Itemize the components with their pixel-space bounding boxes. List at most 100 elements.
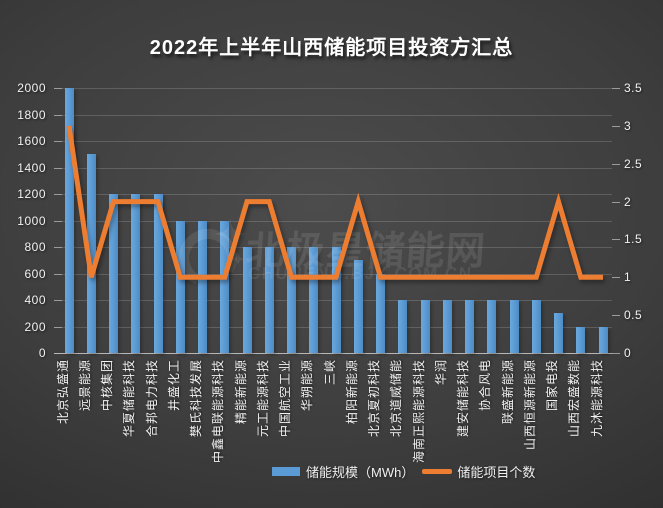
right-axis-tick-label: 3.5	[624, 81, 643, 95]
legend: 储能规模（MWh） 储能项目个数	[272, 462, 543, 481]
bar	[86, 154, 96, 353]
bar	[220, 220, 230, 353]
bar	[398, 300, 408, 353]
x-axis-label: 联盛新能源	[500, 359, 515, 425]
left-axis-tick	[54, 114, 62, 116]
grid-line	[62, 194, 612, 195]
left-axis-tick	[54, 326, 62, 328]
x-axis-label: 华润	[433, 359, 448, 386]
grid-line	[62, 167, 612, 169]
x-axis-label: 合邦电力科技	[144, 359, 159, 438]
right-axis-tick-label: 2.5	[624, 156, 643, 171]
legend-bar-label: 储能规模（MWh）	[306, 465, 415, 480]
grid-line	[62, 141, 612, 142]
x-axis-label: 海南正熙能源科技	[411, 359, 426, 464]
x-axis-label: 山西恒源新能源	[522, 359, 537, 451]
left-axis-tick	[54, 141, 62, 142]
x-axis-label: 中国航空工业	[278, 359, 292, 438]
left-axis-tick	[54, 300, 62, 301]
x-axis-label: 协合风电	[478, 359, 493, 412]
x-axis-label: 中鑫电联能源科技	[211, 359, 226, 464]
left-axis-tick-label: 1400	[17, 160, 46, 175]
x-axis-label: 华夏储能科技	[122, 359, 137, 438]
bar	[131, 194, 141, 353]
grid-line	[62, 88, 612, 89]
right-axis-tick-label: 3	[624, 118, 632, 133]
left-axis-tick	[54, 247, 62, 248]
x-axis-line	[54, 353, 612, 354]
right-axis-tick-label: 1.5	[624, 232, 643, 247]
left-axis-tick-label: 1800	[17, 107, 46, 122]
bar	[531, 300, 541, 353]
bar	[598, 326, 608, 353]
x-axis-label: 元工能源科技	[255, 359, 270, 438]
bar	[64, 88, 74, 353]
x-axis-label: 北京弘盛通	[55, 359, 70, 425]
bar	[509, 300, 519, 353]
x-axis-label: 建安储能科技	[456, 359, 470, 438]
left-axis-tick	[54, 194, 62, 195]
x-axis-label: 精能新能源	[233, 359, 248, 425]
bar	[353, 260, 363, 353]
bar	[198, 220, 207, 353]
x-axis-label: 山西宏盛数能	[567, 359, 582, 438]
x-axis-label: 中核集团	[100, 359, 114, 412]
bar	[287, 247, 296, 353]
x-axis-label: 樊氏科技发展	[189, 359, 203, 438]
legend-line-label: 储能项目个数	[457, 465, 536, 480]
bar	[242, 247, 252, 353]
right-axis-tick	[612, 353, 620, 354]
bar	[376, 273, 385, 353]
bar	[264, 247, 274, 353]
watermark-url: CHUNENG.BJX.COM.CN	[247, 264, 474, 283]
x-axis-label: 柏阳新能源	[344, 359, 359, 425]
x-axis-label: 华朔能源	[300, 359, 315, 412]
left-axis-tick-label: 1200	[17, 187, 46, 201]
right-axis-tick	[612, 277, 620, 279]
chart-title: 2022年上半年山西储能项目投资方汇总	[149, 37, 514, 59]
bar	[554, 313, 563, 353]
right-axis-tick	[612, 125, 620, 127]
left-axis-tick-label: 200	[24, 319, 46, 334]
bar	[465, 300, 474, 353]
x-axis-label: 北京夏初科技	[367, 359, 381, 438]
bar-series-swatch	[272, 467, 300, 476]
right-axis-tick	[612, 239, 620, 241]
bar	[309, 247, 319, 353]
x-axis-label: 远景能源	[77, 359, 92, 412]
left-axis-tick	[54, 273, 62, 275]
x-axis-label: 国家电投	[545, 359, 559, 412]
left-axis-tick-label: 1600	[17, 134, 46, 148]
legend-item-bar: 储能规模（MWh）	[272, 462, 414, 481]
x-axis-label: 北京道威储能	[389, 359, 404, 438]
left-axis-tick-label: 600	[24, 266, 46, 281]
bar	[153, 194, 163, 353]
right-axis-tick-label: 0.5	[624, 308, 643, 323]
left-axis-tick-label: 2000	[17, 81, 46, 95]
x-axis-label: 九沐能源科技	[589, 359, 604, 438]
legend-item-line: 储能项目个数	[422, 462, 535, 481]
left-axis-tick	[54, 88, 62, 89]
x-axis-label: 三峡	[322, 359, 337, 386]
left-axis-tick-label: 800	[24, 240, 46, 254]
right-axis-tick-label: 2	[624, 194, 632, 209]
right-axis-tick	[612, 88, 620, 89]
bar	[331, 247, 341, 353]
left-axis-tick-label: 0	[38, 346, 46, 360]
bar	[109, 194, 118, 353]
right-axis-tick	[612, 315, 620, 317]
left-axis-tick-label: 1000	[17, 213, 46, 228]
right-axis-tick	[612, 201, 620, 203]
line-series-swatch	[422, 469, 453, 474]
grid-line	[62, 114, 612, 116]
bar	[420, 300, 430, 353]
bar	[576, 326, 586, 353]
right-axis-tick-label: 1	[624, 270, 632, 285]
bar	[442, 300, 452, 353]
bar	[175, 220, 185, 353]
bar	[487, 300, 497, 353]
left-axis-tick-label: 400	[24, 293, 46, 307]
right-axis-tick-label: 0	[624, 346, 632, 360]
left-axis-tick	[54, 220, 62, 222]
